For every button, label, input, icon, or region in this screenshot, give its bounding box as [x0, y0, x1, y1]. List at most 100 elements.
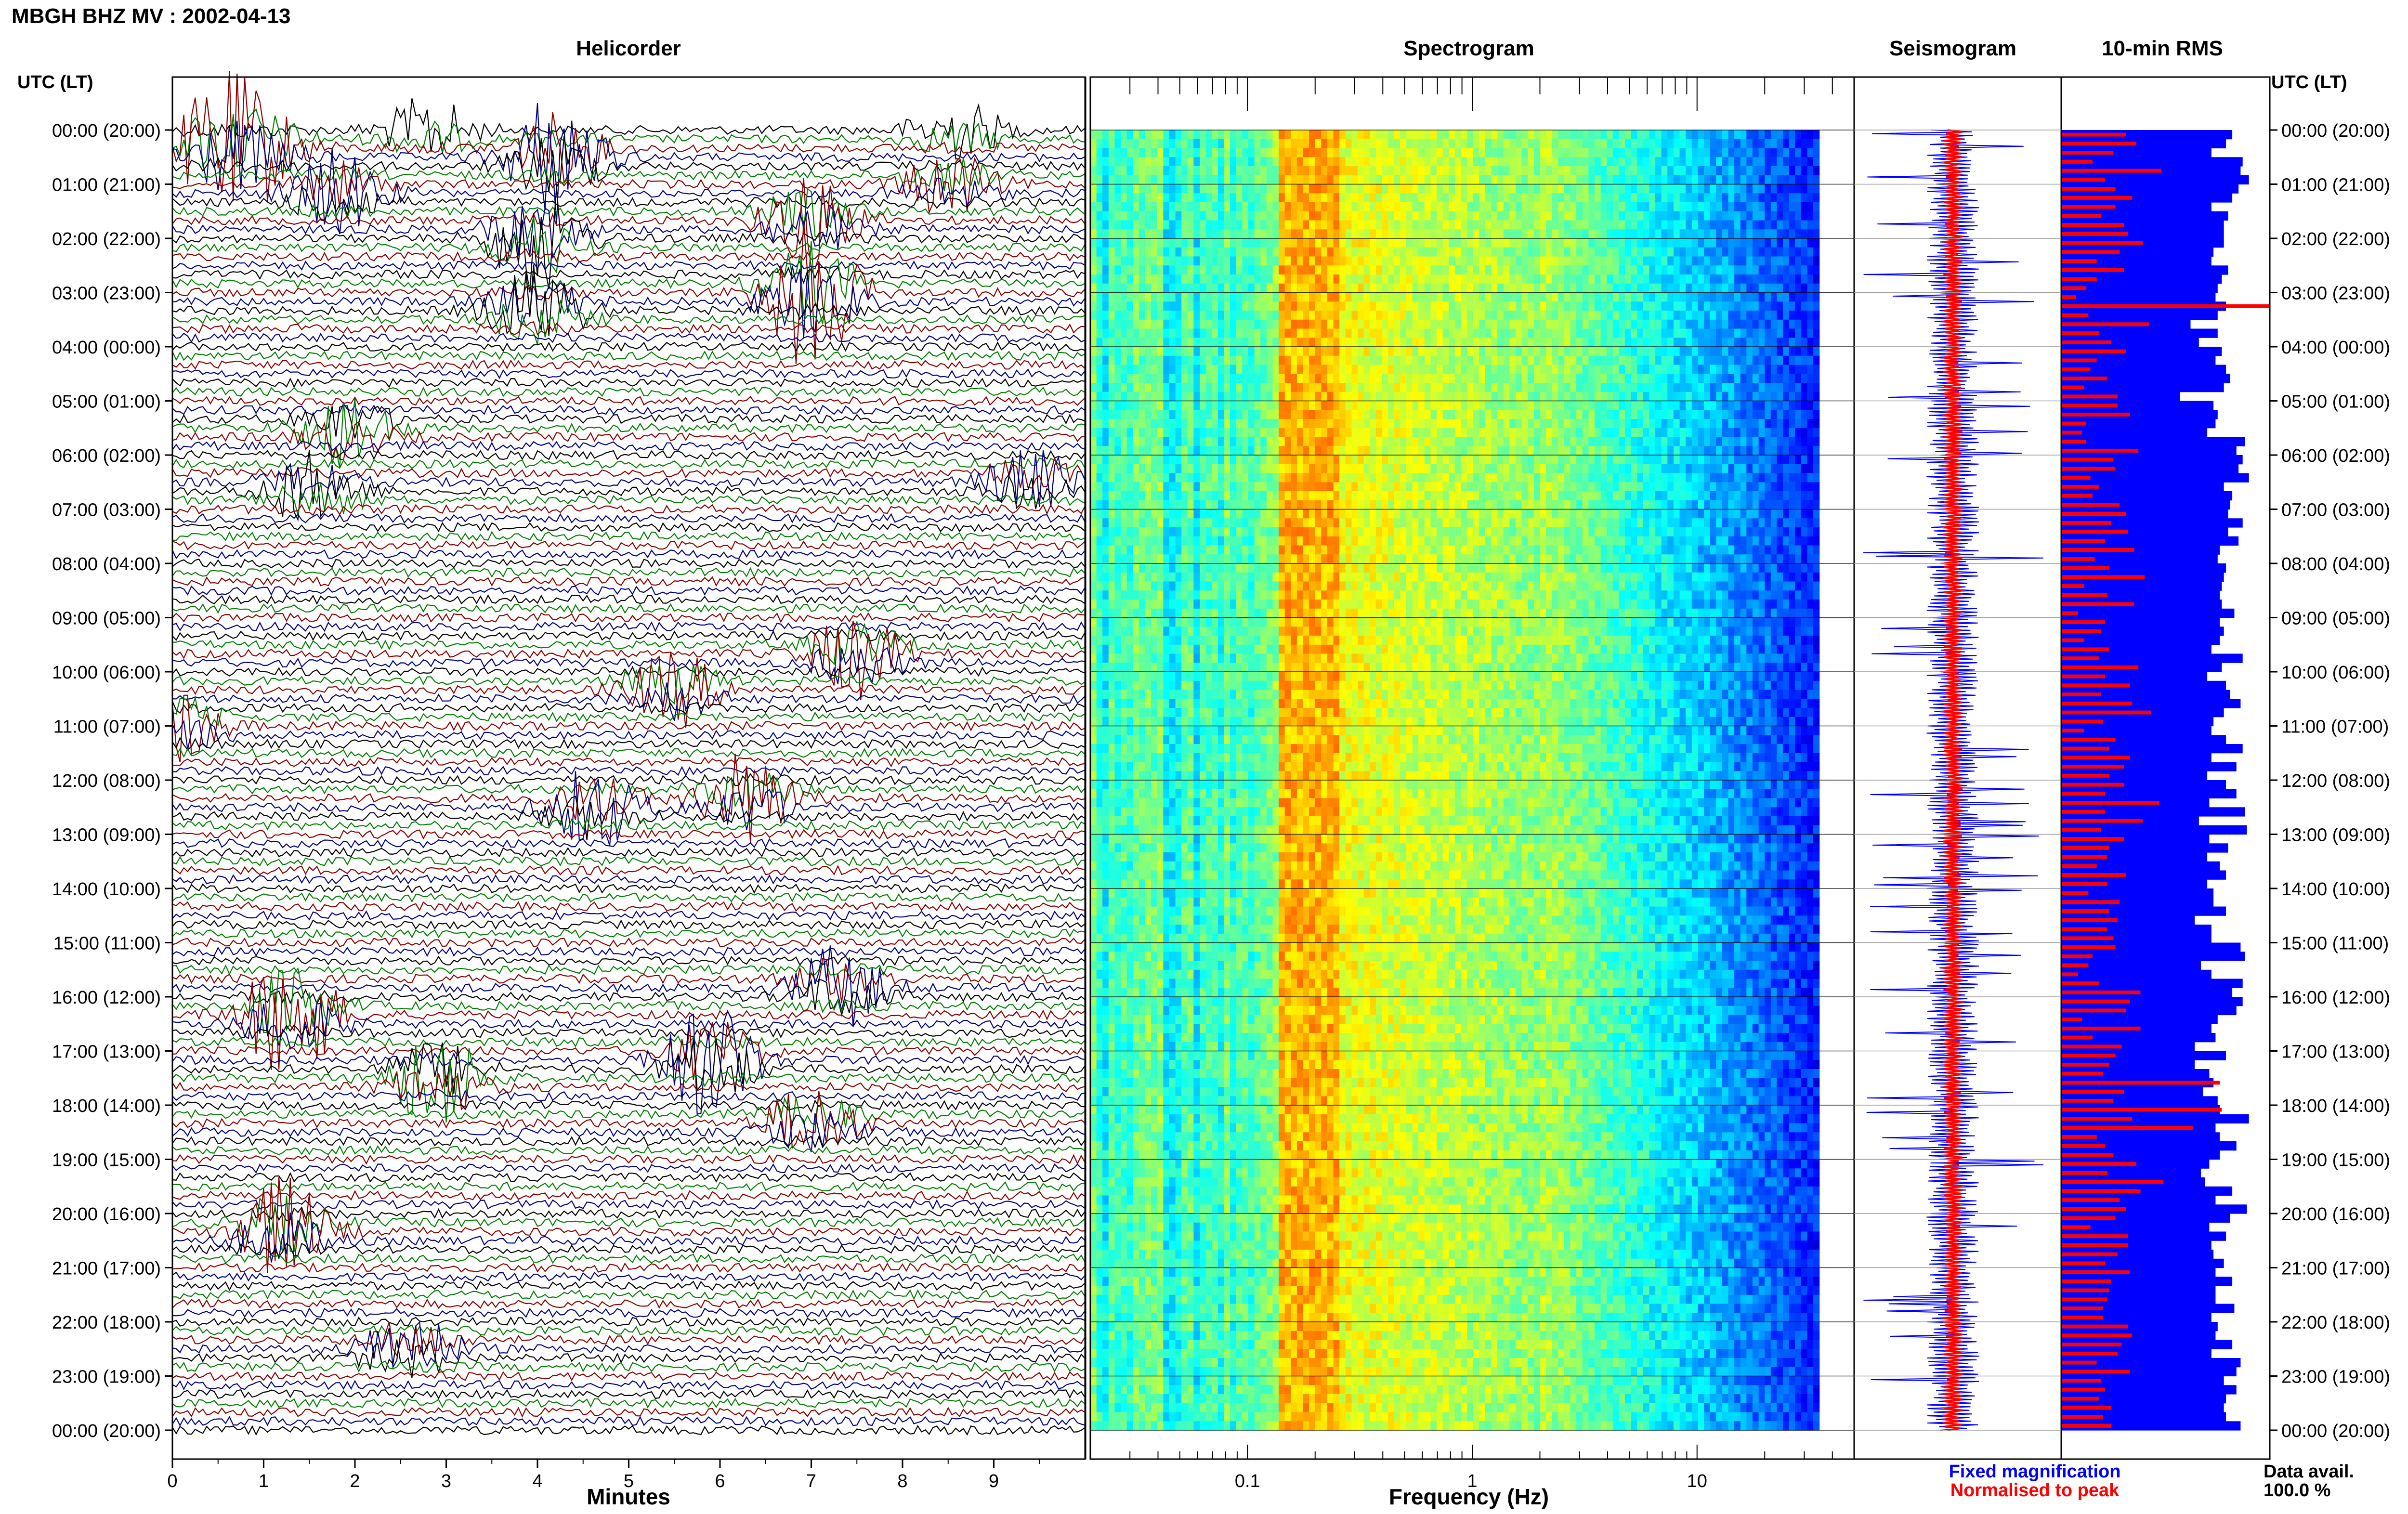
- spectrogram-cell: [1139, 1160, 1145, 1169]
- spectrogram-cell: [1193, 139, 1200, 148]
- spectrogram-cell: [1121, 284, 1127, 293]
- spectrogram-cell: [1188, 347, 1194, 356]
- spectrogram-cell: [1121, 211, 1127, 221]
- spectrogram-cell: [1097, 888, 1103, 898]
- spectrogram-cell: [1115, 221, 1121, 230]
- spectrogram-cell: [1109, 1177, 1115, 1187]
- spectrogram-cell: [1121, 735, 1127, 744]
- spectrogram-cell: [1151, 257, 1157, 266]
- spectrogram-cell: [1193, 347, 1200, 356]
- spectrogram-cell: [1133, 383, 1139, 392]
- spectrogram-cell: [1090, 166, 1097, 175]
- spectrogram-cell: [1115, 699, 1121, 708]
- spectrogram-cell: [1193, 690, 1200, 699]
- spectrogram-cell: [1169, 455, 1176, 464]
- spectrogram-cell: [1127, 1060, 1133, 1069]
- spectrogram-cell: [1097, 221, 1103, 230]
- spectrogram-cell: [1097, 1006, 1103, 1015]
- spectrogram-cell: [1127, 320, 1133, 329]
- spectrogram-cell: [1133, 1069, 1139, 1078]
- spectrogram-cell: [1109, 871, 1115, 880]
- spectrogram-cell: [1133, 1214, 1139, 1223]
- spectrogram-cell: [1151, 1367, 1157, 1376]
- spectrogram-cell: [1115, 257, 1121, 266]
- spectrogram-cell: [1109, 1087, 1115, 1096]
- spectrogram-cell: [1133, 1268, 1139, 1277]
- spectrogram-cell: [1193, 807, 1200, 816]
- spectrogram-cell: [1133, 356, 1139, 365]
- spectrogram-cell: [1139, 365, 1145, 374]
- helicorder-trace: [172, 956, 1085, 965]
- spectrogram-cell: [1133, 1403, 1139, 1412]
- spectrogram-cell: [1109, 852, 1115, 861]
- spectrogram-cell: [1145, 979, 1152, 988]
- spectrogram-cell: [1127, 1421, 1133, 1430]
- spectrogram-cell: [1188, 1250, 1194, 1259]
- spectrogram-cell: [1109, 437, 1115, 446]
- spectrogram-cell: [1115, 1160, 1121, 1169]
- spectrogram-cell: [1097, 257, 1103, 266]
- spectrogram-cell: [1115, 410, 1121, 419]
- spectrogram-cell: [1193, 780, 1200, 789]
- spectrogram-cell: [1145, 1277, 1152, 1286]
- spectrogram-cell: [1090, 347, 1097, 356]
- spectrogram-cell: [1115, 843, 1121, 852]
- spectrogram-cell: [1139, 1358, 1145, 1367]
- spectrogram-cell: [1102, 600, 1109, 609]
- spectrogram-cell: [1097, 1024, 1103, 1033]
- spectrogram-cell: [1127, 428, 1133, 437]
- spectrogram-cell: [1133, 464, 1139, 473]
- spectrogram-cell: [1121, 672, 1127, 681]
- spectrogram-cell: [1115, 1060, 1121, 1069]
- spectrogram-cell: [1097, 672, 1103, 681]
- spectrogram-cell: [1176, 771, 1182, 780]
- spectrogram-cell: [1102, 1060, 1109, 1069]
- spectrogram-cell: [1176, 500, 1182, 509]
- spectrogram-cell: [1090, 175, 1097, 184]
- spectrogram-cell: [1157, 1069, 1164, 1078]
- spectrogram-cell: [1188, 311, 1194, 320]
- spectrogram-cell: [1139, 798, 1145, 808]
- spectrogram-cell: [1163, 1214, 1169, 1223]
- spectrogram-cell: [1097, 1177, 1103, 1187]
- spectrogram-cell: [1188, 211, 1194, 221]
- spectrogram-cell: [1115, 590, 1121, 600]
- spectrogram-cell: [1193, 274, 1200, 284]
- spectrogram-cell: [1115, 573, 1121, 582]
- spectrogram-cell: [1139, 843, 1145, 852]
- spectrogram-cell: [1188, 1024, 1194, 1033]
- spectrogram-cell: [1157, 1204, 1164, 1214]
- spectrogram-cell: [1169, 1033, 1176, 1042]
- spectrogram-cell: [1157, 1295, 1164, 1304]
- spectrogram-cell: [1163, 139, 1169, 148]
- spectrogram-cell: [1133, 726, 1139, 735]
- spectrogram-cell: [1188, 419, 1194, 428]
- spectrogram-cell: [1157, 609, 1164, 618]
- spectrogram-cell: [1176, 329, 1182, 338]
- spectrogram-cell: [1139, 301, 1145, 311]
- spectrogram-cell: [1102, 1268, 1109, 1277]
- spectrogram-cell: [1151, 1331, 1157, 1340]
- spectrogram-cell: [1145, 527, 1152, 536]
- spectrogram-cell: [1200, 175, 1206, 184]
- spectrogram-cell: [1188, 238, 1194, 248]
- spectrogram-cell: [1097, 988, 1103, 997]
- spectrogram-cell: [1133, 347, 1139, 356]
- spectrogram-cell: [1109, 861, 1115, 871]
- spectrogram-cell: [1090, 338, 1097, 347]
- spectrogram-cell: [1145, 1078, 1152, 1087]
- spectrogram-cell: [1090, 437, 1097, 446]
- spectrogram-cell: [1133, 699, 1139, 708]
- spectrogram-cell: [1139, 1123, 1145, 1133]
- spectrogram-cell: [1145, 888, 1152, 898]
- spectrogram-cell: [1181, 988, 1188, 997]
- spectrogram-cell: [1121, 852, 1127, 861]
- spectrogram-cell: [1181, 1250, 1188, 1259]
- spectrogram-cell: [1157, 753, 1164, 762]
- spectrogram-cell: [1097, 925, 1103, 934]
- spectrogram-cell: [1157, 825, 1164, 835]
- spectrogram-cell: [1127, 229, 1133, 238]
- spectrogram-cell: [1157, 428, 1164, 437]
- spectrogram-cell: [1121, 1096, 1127, 1105]
- spectrogram-cell: [1145, 1168, 1152, 1177]
